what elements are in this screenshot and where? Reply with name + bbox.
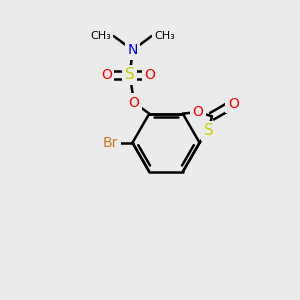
Text: O: O [192,105,203,119]
Text: O: O [228,97,239,111]
Text: O: O [129,96,140,110]
Text: N: N [128,43,138,57]
Text: CH₃: CH₃ [90,31,111,41]
Text: Br: Br [103,136,118,150]
Text: S: S [125,68,135,82]
Text: S: S [204,123,213,138]
Text: O: O [145,68,156,82]
Text: O: O [101,68,112,82]
Text: CH₃: CH₃ [154,31,175,41]
